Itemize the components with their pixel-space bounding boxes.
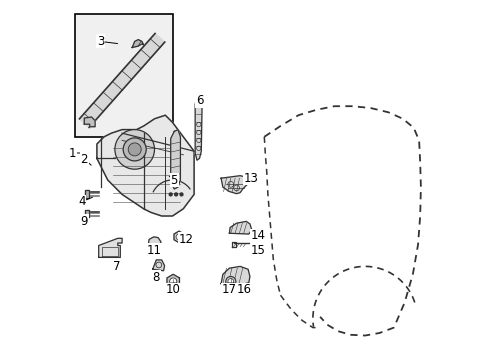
Text: 12: 12 <box>178 233 193 246</box>
Text: 13: 13 <box>243 172 258 185</box>
Polygon shape <box>170 130 180 189</box>
Bar <box>75 14 172 137</box>
Text: 5: 5 <box>170 174 178 186</box>
Text: 14: 14 <box>250 229 265 242</box>
Text: 1: 1 <box>68 147 76 159</box>
Text: 16: 16 <box>236 283 251 296</box>
Text: 9: 9 <box>81 215 88 228</box>
Text: 8: 8 <box>152 271 160 284</box>
Circle shape <box>169 278 177 285</box>
Polygon shape <box>195 101 202 160</box>
Circle shape <box>123 138 146 161</box>
Polygon shape <box>79 33 164 127</box>
Polygon shape <box>152 260 164 271</box>
Circle shape <box>225 276 235 287</box>
Polygon shape <box>221 176 247 194</box>
Circle shape <box>174 193 177 196</box>
Text: 7: 7 <box>113 260 120 273</box>
Text: 10: 10 <box>165 283 180 296</box>
Bar <box>85 190 89 198</box>
Circle shape <box>128 143 141 156</box>
Bar <box>85 210 89 217</box>
Text: 2: 2 <box>81 153 88 166</box>
Text: 17: 17 <box>222 283 236 296</box>
Polygon shape <box>84 117 95 127</box>
Polygon shape <box>99 238 122 257</box>
Text: 11: 11 <box>146 244 161 257</box>
Polygon shape <box>166 274 179 289</box>
Circle shape <box>169 193 172 196</box>
Polygon shape <box>97 115 194 216</box>
Polygon shape <box>174 231 183 243</box>
Circle shape <box>176 234 182 240</box>
Text: 4: 4 <box>78 195 85 208</box>
Circle shape <box>227 279 233 284</box>
Polygon shape <box>229 221 251 234</box>
Polygon shape <box>148 237 161 247</box>
Text: 15: 15 <box>250 244 265 257</box>
Circle shape <box>115 130 154 169</box>
Polygon shape <box>132 40 143 48</box>
Polygon shape <box>221 266 249 285</box>
Text: 3: 3 <box>97 35 104 48</box>
Text: 6: 6 <box>195 94 203 107</box>
Circle shape <box>180 193 183 196</box>
